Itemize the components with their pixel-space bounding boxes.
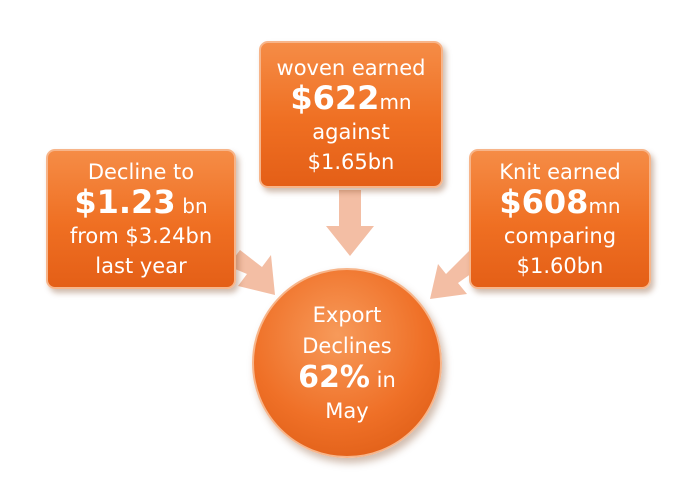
- percent-suffix: in: [376, 367, 396, 392]
- decline-period: last year: [95, 254, 187, 278]
- decline-previous: from $3.24bn: [69, 224, 213, 248]
- decline-unit: bn: [182, 194, 208, 218]
- knit-amount: $608: [499, 183, 589, 221]
- circle-line-month: May: [325, 398, 369, 423]
- woven-box: woven earned $622mn against $1.65bn: [259, 41, 443, 188]
- woven-unit: mn: [379, 89, 412, 114]
- arrow-left-diagonal: [228, 250, 275, 295]
- knit-compare-value: $1.60bn: [516, 254, 604, 278]
- knit-unit: mn: [588, 194, 621, 218]
- decline-label: Decline to: [87, 160, 195, 184]
- decline-amount: $1.23: [74, 183, 176, 221]
- woven-label: woven earned: [276, 55, 426, 80]
- circle-line-declines: Declines: [302, 333, 392, 358]
- decline-percent: 62%: [298, 359, 370, 395]
- decline-amount-row: $1.23 bn: [74, 186, 208, 221]
- knit-amount-row: $608mn: [499, 186, 621, 221]
- woven-compare-label: against: [312, 119, 390, 144]
- woven-amount: $622: [290, 78, 380, 117]
- export-decline-circle: Export Declines 62% in May: [252, 268, 442, 458]
- knit-label: Knit earned: [499, 160, 621, 184]
- knit-compare-label: comparing: [503, 224, 617, 248]
- woven-amount-row: $622mn: [290, 82, 412, 117]
- arrow-top-down: [326, 190, 374, 256]
- circle-percent-row: 62% in: [298, 362, 396, 396]
- knit-box: Knit earned $608mn comparing $1.60bn: [469, 149, 651, 289]
- circle-line-export: Export: [312, 302, 382, 327]
- decline-box: Decline to $1.23 bn from $3.24bn last ye…: [46, 149, 236, 289]
- woven-compare-value: $1.65bn: [307, 149, 395, 174]
